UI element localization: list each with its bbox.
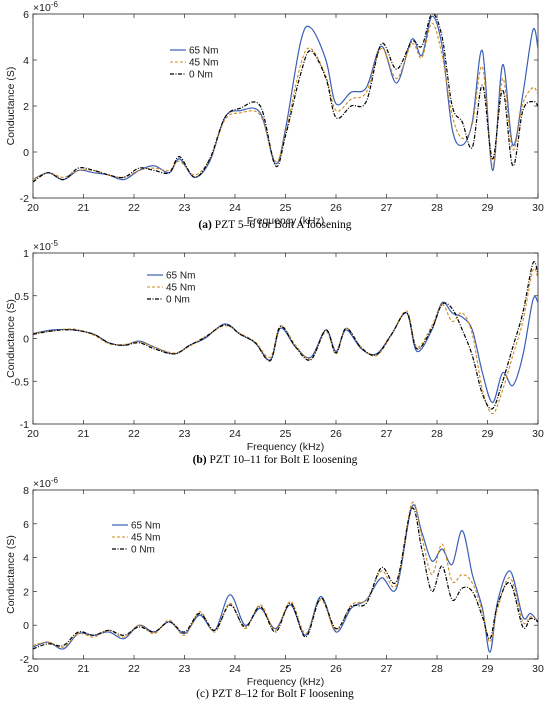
y-exponent-power: -6 (51, 476, 59, 485)
legend-label: 65 Nm (189, 46, 218, 57)
y-tick-label: 0 (23, 147, 29, 159)
y-exponent-label: ×10-5 (33, 239, 58, 253)
y-tick-label: -2 (20, 654, 29, 666)
x-tick-label: 30 (532, 202, 544, 214)
plot-area (32, 252, 539, 425)
figure-caption: (b) PZT 10–11 for Bolt E loosening (193, 454, 358, 466)
plot-area (32, 13, 539, 199)
x-tick-label: 22 (128, 663, 140, 675)
x-tick-label: 26 (330, 202, 342, 214)
x-tick-label: 30 (532, 663, 544, 675)
y-tick-label: -0.5 (11, 376, 29, 388)
x-axis-label: Frequency (kHz) (247, 215, 325, 227)
legend-label: 65 Nm (131, 521, 160, 532)
x-tick-label: 20 (27, 428, 39, 440)
series-line-65-nm (33, 504, 538, 653)
legend-label: 0 Nm (131, 545, 155, 556)
x-tick-label: 27 (381, 202, 393, 214)
x-axis-label: Frequency (kHz) (247, 676, 325, 688)
chart-panel-0: 20 21 22 23 24 25 26 27 28 29 30-20246×10-6Frequen… (5, 0, 544, 231)
x-axis-label: Frequency (kHz) (247, 441, 325, 453)
y-tick-label: -1 (20, 419, 29, 431)
caption-text: (c) PZT 8–12 for Bolt F loosening (196, 688, 354, 700)
legend-label: 65 Nm (166, 271, 195, 282)
legend-label: 45 Nm (131, 533, 160, 544)
y-tick-label: 2 (23, 586, 29, 598)
chart-panel-1: 20 21 22 23 24 25 26 27 28 29 30 -1 -0.5 0 0.5 1 ×10-5 Fr… (5, 239, 544, 466)
x-tick-label: 23 (179, 428, 191, 440)
caption-text: PZT 10–11 for Bolt E loosening (207, 454, 358, 466)
x-tick-label: 27 (381, 428, 393, 440)
y-exponent-base: ×10 (33, 2, 51, 14)
series-line-0-nm (33, 14, 538, 183)
series-line-45-nm (33, 22, 538, 181)
legend-label: 0 Nm (189, 70, 213, 81)
x-tick-label: 29 (482, 428, 494, 440)
y-tick-label: 4 (23, 55, 29, 67)
series-line-0-nm (33, 507, 538, 650)
x-tick-label: 24 (229, 202, 241, 214)
x-tick-label: 28 (431, 202, 443, 214)
x-tick-label: 26 (330, 428, 342, 440)
y-exponent-power: -6 (51, 0, 59, 9)
x-tick-label: 23 (179, 202, 191, 214)
y-tick-label: 6 (23, 519, 29, 531)
x-tick-label: 25 (280, 428, 292, 440)
y-tick-label: 0.5 (14, 291, 29, 303)
x-tick-label: 22 (128, 428, 140, 440)
legend-label: 0 Nm (166, 295, 190, 306)
y-axis-label: Conductance (S) (5, 67, 17, 146)
y-tick-label: 2 (23, 101, 29, 113)
caption-label: (b) (193, 454, 207, 466)
y-exponent-label: ×10-6 (33, 0, 58, 14)
x-tick-label: 22 (128, 202, 140, 214)
figure-caption: (a) PZT 5–6 for Bolt A loosening (198, 219, 351, 231)
x-tick-label: 24 (229, 428, 241, 440)
x-tick-label: 25 (280, 202, 292, 214)
caption-label: (a) (198, 219, 212, 231)
y-axis-label: Conductance (S) (5, 535, 17, 614)
y-tick-label: 0 (23, 620, 29, 632)
x-tick-label: 24 (229, 663, 241, 675)
x-tick-label: 21 (78, 202, 90, 214)
y-exponent-base: ×10 (33, 241, 51, 253)
x-tick-label: 26 (330, 663, 342, 675)
y-exponent-power: -5 (51, 239, 59, 248)
x-tick-label: 25 (280, 663, 292, 675)
y-axis-label: Conductance (S) (5, 299, 17, 378)
x-tick-label: 27 (381, 663, 393, 675)
caption-text: PZT 5–6 for Bolt A loosening (212, 219, 352, 231)
y-tick-label: 1 (23, 248, 29, 260)
x-tick-label: 30 (532, 428, 544, 440)
x-tick-label: 29 (482, 663, 494, 675)
legend-label: 45 Nm (166, 283, 195, 294)
x-tick-label: 20 (27, 663, 39, 675)
series-line-65-nm (33, 15, 538, 181)
y-tick-label: 4 (23, 553, 29, 565)
chart-panel-2: 20 21 22 23 24 25 26 27 28 29 30-202468×10-6Freque… (5, 476, 544, 700)
x-tick-label: 23 (179, 663, 191, 675)
x-tick-label: 21 (78, 663, 90, 675)
y-exponent-label: ×10-6 (33, 476, 58, 490)
y-tick-label: -2 (20, 193, 29, 205)
series-line-0-nm (33, 261, 538, 410)
y-tick-label: 6 (23, 9, 29, 21)
x-tick-label: 28 (431, 663, 443, 675)
x-tick-label: 21 (78, 428, 90, 440)
x-tick-label: 29 (482, 202, 494, 214)
figure-caption: (c) PZT 8–12 for Bolt F loosening (196, 688, 354, 700)
y-tick-label: 8 (23, 485, 29, 497)
x-tick-label: 20 (27, 202, 39, 214)
legend-label: 45 Nm (189, 58, 218, 69)
y-exponent-base: ×10 (33, 478, 51, 490)
x-tick-label: 28 (431, 428, 443, 440)
y-tick-label: 0 (23, 334, 29, 346)
